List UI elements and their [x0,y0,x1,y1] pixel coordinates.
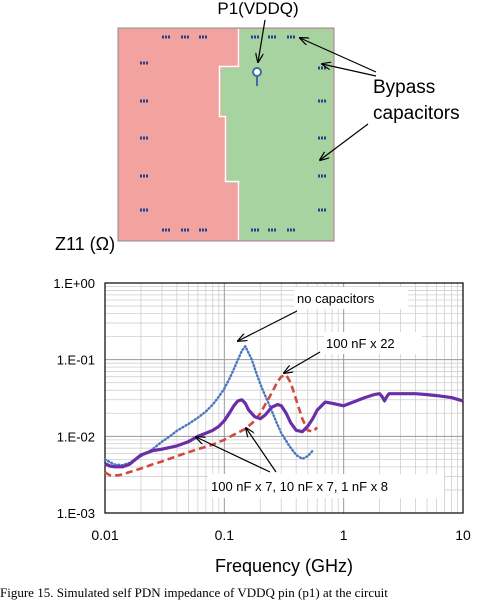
probe-arrow [258,19,266,62]
capacitor-pad [140,61,148,65]
y-tick-label: 1.E-03 [57,506,95,521]
capacitor-pad [251,35,259,39]
y-tick-label: 1.E+00 [53,276,95,291]
y-tick-label: 1.E-01 [57,353,95,368]
capacitor-pad [199,35,207,39]
capacitor-pad [318,208,326,212]
capacitor-pad [318,136,326,140]
capacitor-pad [268,228,276,232]
arrow-100nf-x22 [284,351,321,373]
annotation-no-capacitors: no capacitors [297,291,375,306]
x-tick-label: 1 [340,527,348,543]
impedance-chart: Z11 (Ω) 1.E-03 1.E-02 1.E-01 1.E+00 0.01 0.1… [53,234,471,576]
capacitor-pad [162,35,170,39]
x-tick-label: 10 [455,527,471,543]
bypass-label-line2: capacitors [373,103,460,124]
left-power-plane [119,29,237,240]
capacitor-pad [140,99,148,103]
y-tick-label: 1.E-02 [57,429,95,444]
x-axis-label: Frequency (GHz) [215,556,353,576]
capacitor-pad [199,228,207,232]
capacitor-pad [140,136,148,140]
pcb-plane-diagram: P1(VDDQ) Bypass capacitors [117,0,460,242]
plot-area-frame [104,282,464,514]
capacitor-pad [251,228,259,232]
annotation-22-box [324,332,422,354]
capacitor-pad [181,35,189,39]
capacitor-pad [287,35,295,39]
bypass-label-line1: Bypass [373,77,435,98]
bypass-arrow-3 [320,123,369,160]
arrow-mixed-1 [196,437,271,473]
y-axis-label: Z11 (Ω) [55,234,115,254]
capacitor-pad [140,174,148,178]
figure-caption: Figure 15. Simulated self PDN impedance … [0,585,388,600]
x-tick-label: 0.1 [215,527,235,543]
probe-label: P1(VDDQ) [217,0,298,18]
annotation-no-caps-box [294,287,408,309]
capacitor-pad [287,228,295,232]
capacitor-pad [268,35,276,39]
right-power-plane [221,29,333,240]
series-line-100-nf-x-7-10-nf-x-7-1-nf-x-8 [104,392,464,469]
annotation-100nf-x22: 100 nF x 22 [326,336,395,351]
capacitor-pad [318,174,326,178]
chart-series [103,345,464,477]
arrow-mixed-2 [246,428,277,473]
bypass-arrow-1 [300,38,377,73]
capacitor-pad [318,99,326,103]
capacitor-pad [140,208,148,212]
annotation-mixed-caps: 100 nF x 7, 10 nF x 7, 1 nF x 8 [211,479,388,494]
y-tick-labels: 1.E-03 1.E-02 1.E-01 1.E+00 [53,276,95,521]
probe-p1-marker [252,67,262,86]
capacitor-pad [318,66,326,70]
capacitor-pad [181,228,189,232]
capacitor-pad [162,228,170,232]
x-tick-label: 0.01 [91,527,118,543]
plane-split-line [218,29,240,240]
bypass-arrow-2 [322,64,377,77]
x-tick-labels: 0.01 0.1 1 10 [91,527,471,543]
arrow-no-capacitors [238,310,298,341]
annotation-mixed-box [208,474,444,498]
